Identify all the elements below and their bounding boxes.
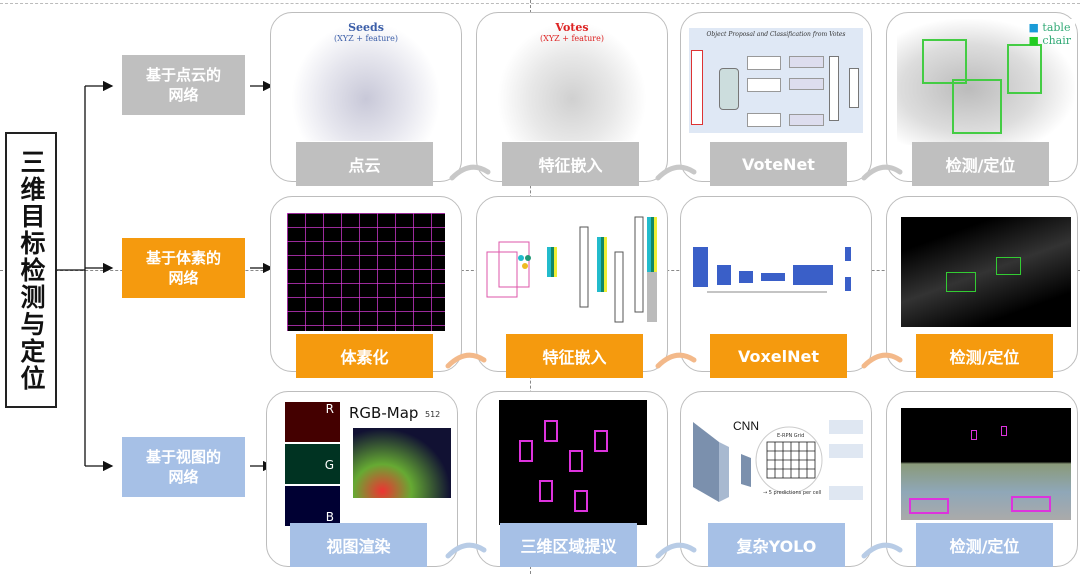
category-view: 基于视图的网络 [122, 437, 245, 497]
channel-b: B [285, 486, 340, 526]
main-title: 三维目标检测与定位 [17, 148, 46, 392]
rgb-map-figure: R G B RGB-Map 512 [285, 402, 455, 527]
seeds-sub: (XYZ + feature) [334, 34, 398, 43]
step-detection: 检测/定位 [916, 334, 1053, 378]
erpn-label: E-RPN Grid [777, 433, 804, 439]
detection-figure-2 [901, 217, 1071, 327]
category-point-cloud: 基于点云的网络 [122, 55, 245, 115]
category-label: 基于视图的网络 [145, 448, 221, 486]
votenet-figure: Object Proposal and Classification from … [689, 28, 863, 133]
voxel-feature-figure [486, 216, 657, 323]
rgb-map-size: 512 [425, 410, 441, 419]
votes-sub: (XYZ + feature) [540, 34, 604, 43]
detection-figure-1: ■ table ■ chair [897, 19, 1075, 145]
voxelnet-figure [693, 247, 851, 293]
category-label: 基于点云的网络 [145, 66, 221, 104]
main-title-box: 三维目标检测与定位 [5, 132, 57, 408]
votes-figure: Votes (XYZ + feature) [497, 21, 647, 141]
channel-g: G [285, 444, 340, 484]
category-label: 基于体素的网络 [145, 249, 221, 287]
detection-figure-3 [901, 408, 1071, 520]
step-3d-region-proposal: 三维区域提议 [500, 523, 637, 567]
panel-detection-3 [886, 391, 1078, 567]
step-votenet: VoteNet [710, 142, 847, 186]
step-feature-embedding: 特征嵌入 [506, 334, 643, 378]
seeds-figure: Seeds (XYZ + feature) [291, 21, 441, 141]
step-view-rendering: 视图渲染 [290, 523, 427, 567]
channel-r: R [285, 402, 340, 442]
guide-top [0, 3, 1080, 4]
votenet-caption: Object Proposal and Classification from … [706, 31, 846, 38]
votes-title: Votes [555, 21, 589, 34]
category-voxel: 基于体素的网络 [122, 238, 245, 298]
complex-yolo-figure: CNN E-RPN Grid → 5 predictions per cell [693, 419, 863, 502]
step-point-cloud: 点云 [296, 142, 433, 186]
predictions-label: → 5 predictions per cell [763, 490, 821, 496]
rgb-map-title: RGB-Map [349, 404, 419, 422]
step-detection: 检测/定位 [912, 142, 1049, 186]
step-voxelization: 体素化 [296, 334, 433, 378]
step-voxelnet: VoxelNet [710, 334, 847, 378]
seeds-title: Seeds [348, 21, 384, 34]
panel-detection-1: ■ table ■ chair [886, 12, 1078, 182]
cnn-label: CNN [733, 419, 759, 433]
step-complex-yolo: 复杂YOLO [708, 523, 845, 567]
legend-chair: chair [1042, 34, 1071, 47]
voxel-figure [287, 213, 445, 331]
step-detection: 检测/定位 [916, 523, 1053, 567]
region-proposal-figure [499, 400, 647, 525]
step-feature-embedding: 特征嵌入 [502, 142, 639, 186]
tree-connectors [57, 80, 274, 472]
legend-table: table [1042, 21, 1071, 34]
